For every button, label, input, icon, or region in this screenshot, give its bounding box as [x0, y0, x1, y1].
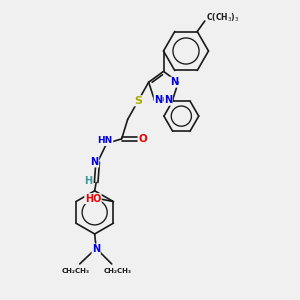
- Text: C(CH$_3$)$_3$: C(CH$_3$)$_3$: [206, 12, 240, 24]
- Text: CH₂CH₃: CH₂CH₃: [62, 268, 90, 274]
- Text: CH₂CH₃: CH₂CH₃: [103, 268, 131, 274]
- Text: O: O: [139, 134, 148, 144]
- Text: S: S: [134, 96, 142, 106]
- Text: H: H: [84, 176, 92, 186]
- Text: N: N: [170, 77, 178, 87]
- Text: HN: HN: [98, 136, 113, 146]
- Text: N: N: [164, 95, 172, 105]
- Text: N: N: [92, 244, 100, 254]
- Text: N: N: [154, 94, 162, 105]
- Text: HO: HO: [85, 194, 101, 204]
- Text: N: N: [91, 157, 99, 167]
